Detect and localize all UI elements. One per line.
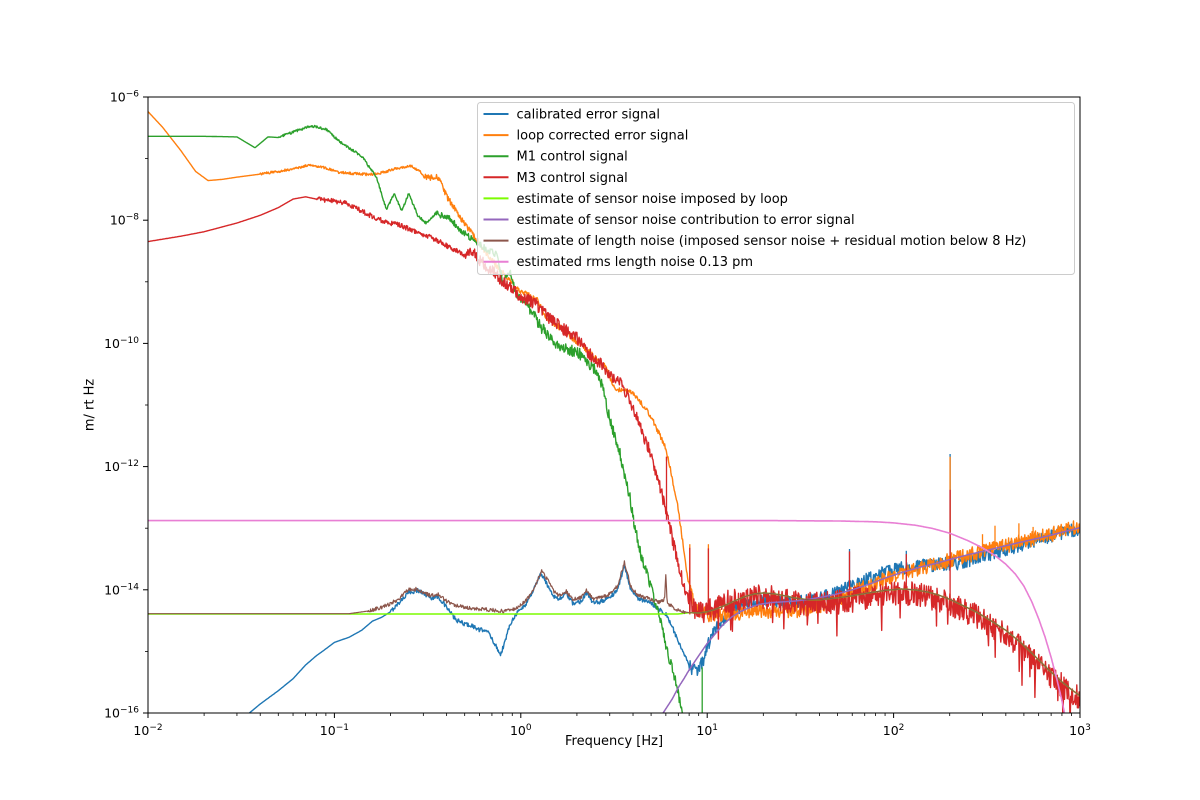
legend-label: estimated rms length noise 0.13 pm (517, 255, 754, 270)
legend-label: estimate of sensor noise imposed by loop (517, 192, 788, 207)
x-tick-label: 101 (696, 723, 718, 738)
y-tick-label: 10−12 (104, 459, 139, 474)
series-3-curve (148, 196, 1080, 713)
legend-item: estimate of sensor noise imposed by loop (483, 192, 788, 207)
x-axis-label: Frequency [Hz] (564, 734, 664, 749)
legend: calibrated error signal loop corrected er… (477, 102, 1075, 275)
series-5-curve (662, 526, 1080, 713)
y-tick-label: 10−8 (110, 213, 139, 228)
y-tick-label: 10−16 (104, 706, 139, 721)
legend-box (477, 102, 1075, 275)
x-tick-label: 10−2 (133, 723, 162, 738)
legend-label: M3 control signal (517, 171, 628, 186)
y-tick-label: 10−14 (104, 582, 139, 597)
x-tick-label: 102 (883, 723, 905, 738)
x-tick-label: 10−1 (320, 723, 349, 738)
legend-label: estimate of length noise (imposed sensor… (517, 234, 1027, 249)
y-tick-label: 10−10 (104, 336, 139, 351)
legend-item: estimate of sensor noise contribution to… (483, 213, 855, 228)
y-axis-label: m/ rt Hz (82, 378, 98, 432)
series-6-curve (148, 560, 1080, 697)
y-tick-label: 10−6 (110, 90, 139, 105)
x-tick-label: 103 (1069, 723, 1091, 738)
series-1-curve (148, 110, 1080, 623)
series-7-curve (148, 519, 1066, 713)
legend-item: M1 control signal (483, 150, 628, 165)
legend-item: estimate of length noise (imposed sensor… (483, 234, 1027, 249)
series-2-curve (148, 124, 684, 713)
legend-item: estimated rms length noise 0.13 pm (483, 255, 754, 270)
legend-label: calibrated error signal (517, 108, 660, 123)
legend-item: loop corrected error signal (483, 129, 689, 144)
plot-area (148, 110, 1080, 713)
legend-item: M3 control signal (483, 171, 628, 186)
legend-label: estimate of sensor noise contribution to… (517, 213, 855, 228)
legend-label: loop corrected error signal (517, 129, 689, 144)
legend-item: calibrated error signal (483, 108, 660, 123)
x-tick-label: 100 (510, 723, 532, 738)
legend-label: M1 control signal (517, 150, 628, 165)
